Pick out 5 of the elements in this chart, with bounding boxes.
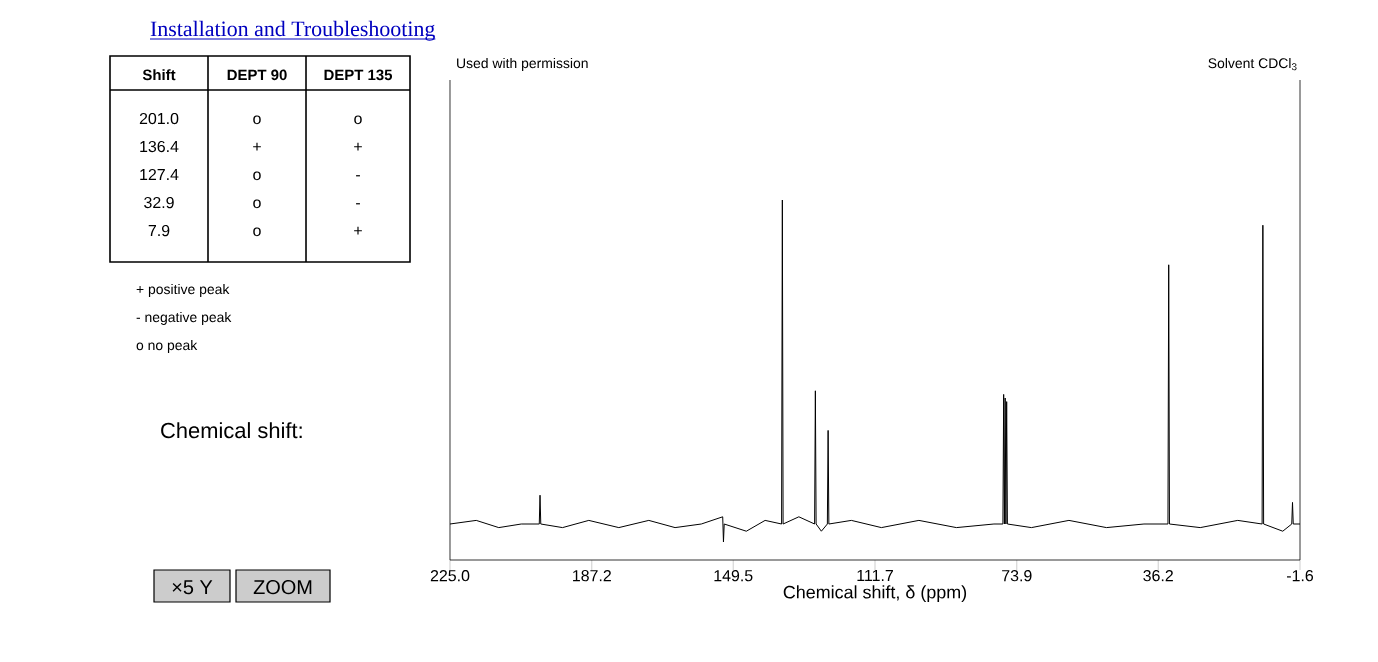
text: ZOOM (253, 580, 312, 595)
text: Chemical shift: (161, 422, 302, 439)
text: ×5 Y (172, 580, 213, 595)
x-axis-title: Chemical shift, δ (ppm) (783, 585, 967, 603)
chart-title: Installation and Troubleshooting (150, 20, 435, 41)
